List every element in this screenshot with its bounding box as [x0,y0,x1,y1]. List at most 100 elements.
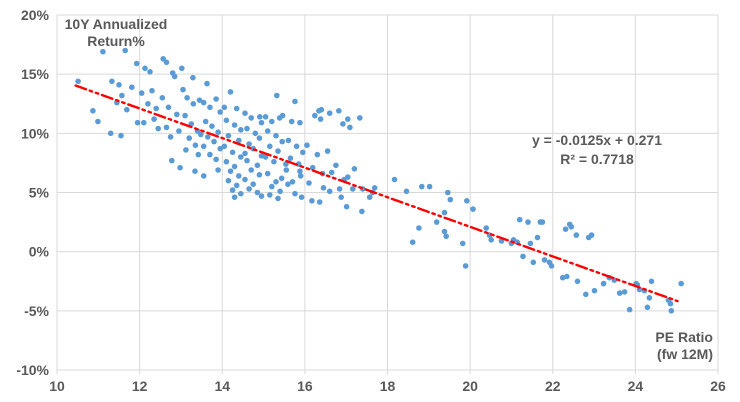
data-point [171,73,178,80]
data-point [347,124,353,131]
data-point [297,168,303,174]
data-point [277,188,283,195]
data-point [233,105,240,112]
data-point [147,69,153,75]
data-point [225,177,232,184]
data-point [273,132,279,139]
data-point [122,47,128,54]
data-point [300,149,306,156]
data-point [483,225,490,231]
data-point [351,166,358,172]
data-point [343,203,350,210]
data-point [163,124,170,131]
data-point [153,105,159,112]
data-point [287,155,294,161]
data-point [250,181,256,187]
data-point [621,289,628,295]
data-point [231,194,238,200]
data-point [244,125,250,132]
data-point [217,145,223,152]
data-point [227,168,234,174]
data-point [129,84,135,90]
data-point [118,132,124,139]
data-point [525,219,531,225]
data-point [548,263,555,269]
x-tick-label: 22 [545,378,561,394]
y-axis-title-line1: 10Y Annualized [64,16,168,32]
data-point [462,263,469,269]
data-point [107,130,114,137]
data-point [257,114,263,120]
data-point [357,115,363,121]
data-point [223,158,230,165]
data-point [316,199,323,205]
y-tick-label: -5% [24,303,49,319]
data-point [297,119,303,126]
data-point [242,150,248,157]
data-point [182,112,188,119]
data-point [345,174,351,180]
data-point [195,151,202,158]
data-point [539,219,546,225]
data-point [648,278,655,285]
data-point [264,128,271,134]
data-point [279,138,286,145]
data-point [205,134,211,140]
data-point [441,209,448,216]
data-point [246,141,252,147]
y-tick-label: 0% [29,244,50,260]
data-point [583,291,589,298]
data-point [267,143,273,150]
data-point [242,110,248,116]
x-tick-label: 12 [132,378,148,394]
data-point [616,290,623,296]
data-point [211,138,217,145]
data-point [646,295,653,301]
data-point [190,74,196,81]
data-point [231,122,238,128]
data-point [314,151,321,158]
data-point [262,114,269,120]
data-point [256,135,263,141]
data-point [183,147,189,153]
data-point [231,163,238,170]
data-point [338,194,345,200]
x-tick-label: 26 [710,378,726,394]
data-point [585,234,592,241]
data-point [328,169,335,176]
data-point [159,95,166,101]
data-point [155,125,161,132]
data-point [564,273,570,280]
data-point [391,176,398,183]
data-point [304,142,310,148]
data-point [271,158,277,165]
data-point [133,60,140,67]
data-point [433,219,440,225]
data-point [626,306,633,313]
data-point [229,187,236,193]
data-point [520,253,526,260]
data-point [221,143,228,150]
data-point [169,157,175,164]
data-point [124,106,130,113]
data-point [464,198,470,204]
data-point [591,287,598,294]
data-point [275,195,281,202]
data-point [142,65,148,72]
data-point [318,106,325,113]
data-point [242,176,248,183]
y-axis-title: 10Y Annualized Return% [60,16,172,50]
data-point [573,232,580,238]
data-point [264,170,271,177]
data-point [309,198,315,204]
data-point [176,128,182,134]
data-point [256,172,263,178]
trendline-equation: y = -0.0125x + 0.271 R² = 0.7718 [512,131,682,169]
data-point [163,59,170,66]
data-point [179,65,185,72]
data-point [274,92,280,99]
data-point [317,116,324,122]
data-point [134,119,141,126]
data-point [667,300,674,307]
